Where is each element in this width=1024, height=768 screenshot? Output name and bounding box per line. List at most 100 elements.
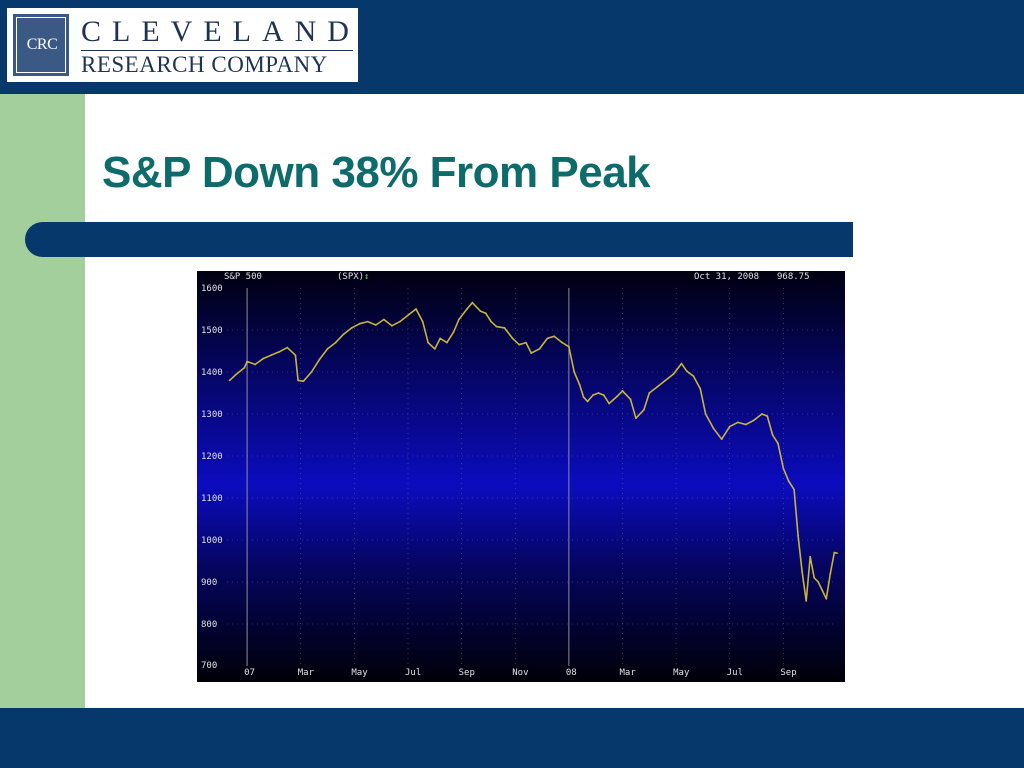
y-tick-label: 800	[201, 620, 217, 630]
data-point	[374, 324, 377, 326]
y-tick-label: 1200	[201, 452, 223, 462]
data-point	[530, 352, 533, 354]
data-point	[318, 358, 321, 361]
data-point	[635, 417, 637, 420]
data-point	[680, 362, 683, 365]
chart-header-arrow: ↕	[364, 272, 369, 282]
y-tick-label: 1100	[201, 494, 223, 504]
data-point	[538, 348, 541, 350]
data-point	[833, 551, 836, 554]
data-point	[771, 434, 774, 436]
data-point	[471, 301, 474, 304]
data-point	[326, 348, 329, 350]
slide-title: S&P Down 38% From Peak	[102, 148, 651, 197]
x-tick-label: Jul	[727, 668, 743, 678]
data-point	[578, 383, 581, 386]
data-point	[246, 360, 249, 363]
data-point	[761, 413, 763, 415]
data-point	[518, 343, 521, 346]
y-tick-label: 1000	[201, 536, 223, 546]
data-point	[712, 427, 715, 430]
chart-header-symbol: (SPX)	[337, 272, 364, 282]
data-point	[829, 572, 832, 575]
title-divider-bar	[25, 222, 853, 257]
logo-emblem: CRC	[13, 14, 69, 76]
x-tick-label: 07	[244, 668, 255, 678]
x-tick-label: Jul	[405, 668, 421, 678]
data-point	[270, 354, 273, 357]
data-point	[511, 337, 514, 340]
chart-header-date: Oct 31, 2008	[694, 272, 759, 282]
data-point	[310, 371, 313, 373]
data-point	[787, 480, 790, 483]
data-point	[836, 552, 838, 555]
data-point	[629, 398, 632, 401]
data-point	[553, 335, 556, 338]
data-point	[228, 379, 231, 382]
data-point	[616, 395, 619, 398]
data-point	[407, 314, 409, 317]
data-point	[342, 333, 345, 336]
data-point	[597, 392, 600, 394]
data-point	[235, 373, 238, 375]
footer-bar	[0, 708, 1024, 768]
data-point	[302, 380, 305, 383]
data-point	[286, 346, 289, 349]
x-tick-label: Sep	[459, 668, 475, 678]
data-point	[736, 421, 739, 424]
data-point	[766, 415, 769, 417]
data-point	[421, 320, 424, 323]
logo-initials: CRC	[26, 36, 58, 53]
data-point	[278, 350, 281, 353]
data-point	[608, 402, 610, 405]
data-point	[582, 396, 585, 399]
data-point	[648, 392, 651, 394]
data-point	[656, 385, 659, 388]
data-point	[479, 310, 482, 312]
data-point	[704, 413, 707, 415]
data-point	[777, 442, 779, 445]
data-point	[358, 322, 361, 325]
data-point	[439, 337, 442, 340]
y-tick-label: 900	[201, 578, 217, 588]
data-point	[801, 570, 804, 573]
data-point	[821, 589, 824, 592]
data-point	[825, 597, 828, 600]
company-logo: CRC CLEVELAND RESEARCH COMPANY	[7, 8, 358, 82]
data-point	[602, 394, 605, 396]
data-point	[699, 387, 702, 390]
data-point	[817, 581, 820, 583]
data-point	[561, 341, 564, 344]
x-tick-label: Mar	[619, 668, 636, 678]
y-tick-label: 1400	[201, 368, 223, 378]
data-point	[728, 425, 731, 428]
data-point	[391, 324, 393, 327]
data-point	[433, 348, 436, 350]
y-tick-label: 1300	[201, 410, 223, 420]
data-point	[546, 337, 549, 340]
data-point	[621, 390, 624, 392]
logo-name-line1: CLEVELAND	[81, 15, 360, 48]
data-point	[382, 318, 385, 321]
data-point	[752, 419, 755, 422]
data-point	[685, 370, 688, 373]
data-point	[525, 341, 527, 344]
data-point	[334, 341, 337, 344]
data-point	[243, 366, 246, 369]
data-point	[350, 327, 353, 329]
data-point	[793, 488, 795, 491]
left-accent-bar	[0, 94, 85, 708]
data-point	[452, 331, 455, 333]
chart-header-name: S&P 500	[224, 272, 262, 282]
data-point	[366, 320, 369, 323]
logo-rule	[81, 50, 353, 51]
x-tick-label: Mar	[298, 668, 315, 678]
y-tick-label: 700	[201, 661, 217, 671]
data-point	[445, 341, 448, 344]
data-point	[805, 600, 808, 602]
x-tick-label: 08	[566, 668, 577, 678]
data-point	[813, 576, 816, 579]
sp500-chart: 700 800 900 1000 1100 1200 1300 1400 1500 1600 07 M…	[197, 271, 845, 682]
chart-background	[197, 271, 845, 682]
logo-name-line2: RESEARCH COMPANY	[81, 52, 328, 77]
